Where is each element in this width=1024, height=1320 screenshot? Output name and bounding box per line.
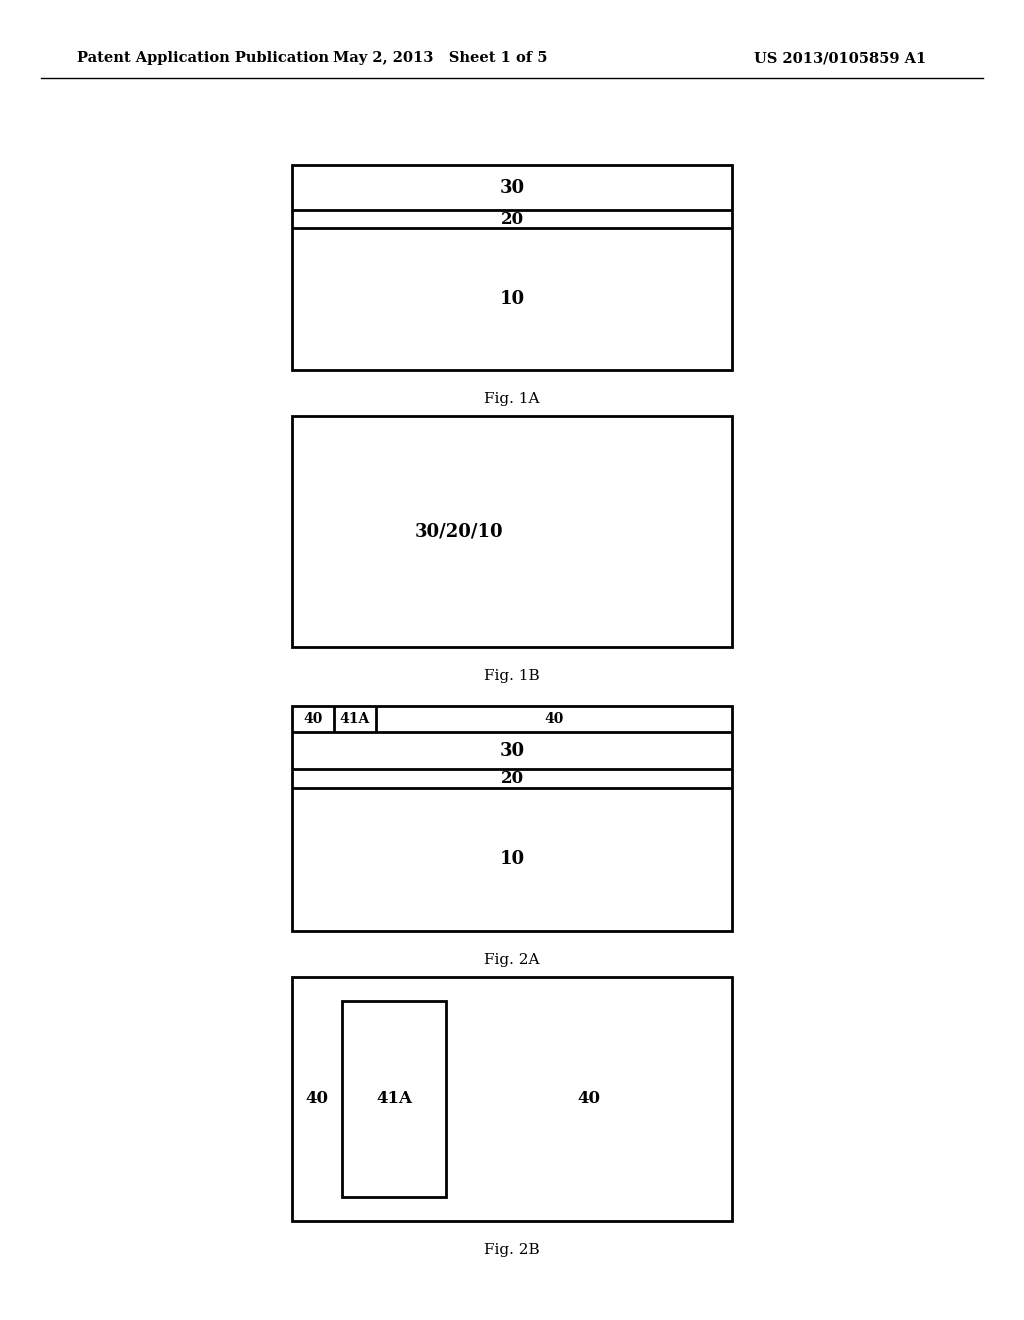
Text: 41A: 41A xyxy=(340,711,370,726)
Text: 40: 40 xyxy=(544,711,563,726)
Bar xyxy=(342,1001,445,1196)
Text: 10: 10 xyxy=(500,290,524,308)
Text: 40: 40 xyxy=(303,711,323,726)
Text: 40: 40 xyxy=(578,1090,600,1107)
Text: 20: 20 xyxy=(501,770,523,787)
Text: Fig. 1A: Fig. 1A xyxy=(484,392,540,405)
Text: May 2, 2013   Sheet 1 of 5: May 2, 2013 Sheet 1 of 5 xyxy=(333,51,548,65)
Bar xyxy=(292,977,732,1221)
Text: 20: 20 xyxy=(501,211,523,228)
Text: Fig. 1B: Fig. 1B xyxy=(484,669,540,682)
Bar xyxy=(292,416,732,647)
Text: Patent Application Publication: Patent Application Publication xyxy=(77,51,329,65)
Text: Fig. 2A: Fig. 2A xyxy=(484,953,540,966)
Bar xyxy=(292,706,732,931)
Text: 40: 40 xyxy=(305,1090,329,1107)
Text: 10: 10 xyxy=(500,850,524,869)
Text: 41A: 41A xyxy=(376,1090,413,1107)
Bar xyxy=(292,165,732,370)
Text: Fig. 2B: Fig. 2B xyxy=(484,1243,540,1257)
Text: 30: 30 xyxy=(500,742,524,759)
Text: 30: 30 xyxy=(500,178,524,197)
Text: US 2013/0105859 A1: US 2013/0105859 A1 xyxy=(754,51,926,65)
Text: 30/20/10: 30/20/10 xyxy=(415,523,504,540)
